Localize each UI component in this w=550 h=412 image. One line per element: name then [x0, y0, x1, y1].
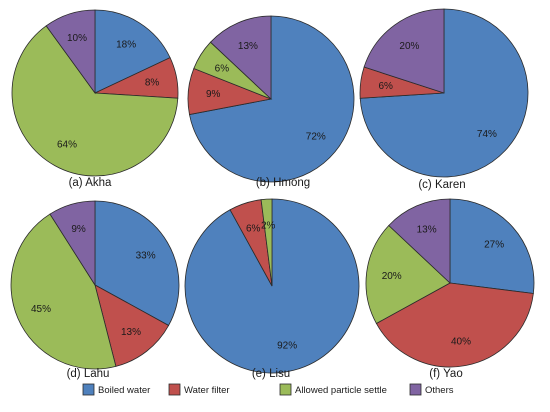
slice-label: 20% [399, 41, 419, 52]
pie-panel: 74% 6% 20% (c) Karen [359, 8, 529, 191]
pie-slice [375, 282, 534, 368]
pie-caption: (a) Akha [69, 177, 112, 189]
pie-slice [45, 9, 96, 95]
legend: Boiled water Water filter Allowed particle… [82, 383, 454, 396]
legend-swatch [168, 383, 181, 396]
pie-panel: 72% 9% 6% 13% (b) Hmong [187, 15, 355, 189]
pie-slice [209, 15, 272, 100]
legend-swatch [82, 383, 95, 396]
slice-label: 2% [261, 221, 276, 232]
slice-label: 40% [451, 336, 471, 347]
slice-label: 13% [121, 327, 141, 338]
legend-label: Allowed particle settle [295, 385, 387, 396]
slice-label: 20% [382, 271, 402, 282]
pie-caption: (f) Yao [429, 368, 462, 380]
slice-label: 45% [31, 304, 51, 315]
pie-panel: 18% 8% 64% 10% (a) Akha [11, 9, 179, 189]
legend-label: Water filter [184, 385, 230, 396]
slice-label: 6% [215, 63, 230, 74]
pie-slice [388, 198, 451, 284]
slice-label: 18% [116, 39, 136, 50]
pie-panel: 92% 6% 2% (e) Lisu [184, 198, 360, 380]
pie-slice [49, 200, 96, 287]
slice-label: 9% [206, 89, 221, 100]
pie-slice [365, 224, 451, 325]
pie-slice [449, 198, 535, 294]
slice-label: 33% [136, 251, 156, 262]
slice-label: 6% [246, 224, 261, 235]
slice-label: 72% [306, 132, 326, 143]
pie-slice [11, 25, 179, 177]
pie-slice [363, 8, 445, 94]
slice-label: 27% [484, 240, 504, 251]
pie-slice [260, 198, 273, 287]
pie-caption: (c) Karen [418, 179, 465, 191]
pie-panel: 33% 13% 45% 9% (d) Lahu [10, 200, 180, 380]
legend-swatch [279, 383, 292, 396]
slice-label: 64% [57, 139, 77, 150]
pie-panel: 27% 40% 20% 13% (f) Yao [365, 198, 535, 380]
pie-panels: 18% 8% 64% 10% (a) Akha 72% 9% 6% 13% (b) Hmong 74… [10, 8, 535, 380]
legend-label: Boiled water [98, 385, 150, 396]
legend-label: Others [425, 385, 454, 396]
pie-slice [94, 200, 180, 327]
slice-label: 92% [277, 341, 297, 352]
pie-caption: (e) Lisu [252, 368, 290, 380]
slice-label: 6% [378, 81, 393, 92]
pie-slice [94, 9, 171, 94]
slice-label: 13% [417, 225, 437, 236]
slice-label: 13% [238, 41, 258, 52]
pie-caption: (d) Lahu [67, 368, 110, 380]
legend-swatch [409, 383, 422, 396]
pie-slice [10, 213, 117, 370]
pie-slice [94, 284, 170, 367]
slice-label: 74% [477, 129, 497, 140]
slice-label: 8% [145, 78, 160, 89]
pie-caption: (b) Hmong [256, 177, 310, 189]
slice-label: 10% [67, 33, 87, 44]
slice-label: 9% [71, 224, 86, 235]
